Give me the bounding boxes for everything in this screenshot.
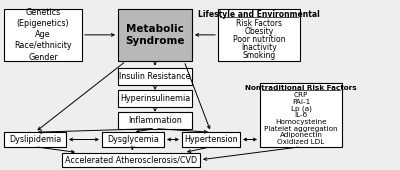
Bar bbox=[118, 90, 192, 107]
Text: Metabolic
Syndrome: Metabolic Syndrome bbox=[125, 24, 185, 46]
Text: PAI-1: PAI-1 bbox=[292, 99, 310, 105]
Bar bbox=[4, 9, 82, 61]
Text: Dysglycemia: Dysglycemia bbox=[107, 135, 159, 144]
Text: Inactivity: Inactivity bbox=[241, 43, 277, 52]
Bar bbox=[260, 83, 342, 147]
Text: Nontraditional Risk Factors: Nontraditional Risk Factors bbox=[245, 84, 357, 91]
Text: IL-6: IL-6 bbox=[294, 112, 308, 118]
Text: Oxidized LDL: Oxidized LDL bbox=[277, 139, 325, 145]
Text: Lp (a): Lp (a) bbox=[290, 105, 312, 112]
Text: Genetics
(Epigenetics)
Age
Race/ethnicity
Gender: Genetics (Epigenetics) Age Race/ethnicit… bbox=[14, 8, 72, 62]
Bar bbox=[4, 132, 66, 147]
Text: Hypertension: Hypertension bbox=[184, 135, 238, 144]
Bar bbox=[62, 152, 200, 167]
Text: Poor nutrition: Poor nutrition bbox=[233, 35, 285, 44]
Bar bbox=[118, 68, 192, 85]
Text: Smoking: Smoking bbox=[242, 51, 276, 60]
Text: CRP: CRP bbox=[294, 92, 308, 98]
Text: Homocysteine: Homocysteine bbox=[275, 119, 327, 125]
Text: Dyslipidemia: Dyslipidemia bbox=[9, 135, 61, 144]
Text: Lifestyle and Environmental: Lifestyle and Environmental bbox=[198, 10, 320, 19]
Text: Hyperinsulinemia: Hyperinsulinemia bbox=[120, 94, 190, 103]
Text: Obesity: Obesity bbox=[244, 27, 274, 36]
Text: Insulin Resistance: Insulin Resistance bbox=[119, 72, 191, 81]
Bar bbox=[182, 132, 240, 147]
Bar bbox=[218, 9, 300, 61]
Bar bbox=[118, 9, 192, 61]
Text: Adiponectin: Adiponectin bbox=[280, 132, 322, 138]
Bar bbox=[118, 112, 192, 129]
Bar bbox=[102, 132, 164, 147]
Text: Accelerated Atherosclerosis/CVD: Accelerated Atherosclerosis/CVD bbox=[65, 155, 197, 164]
Text: Platelet aggregation: Platelet aggregation bbox=[264, 126, 338, 132]
Text: Inflammation: Inflammation bbox=[128, 116, 182, 125]
Text: Risk Factors: Risk Factors bbox=[236, 19, 282, 28]
